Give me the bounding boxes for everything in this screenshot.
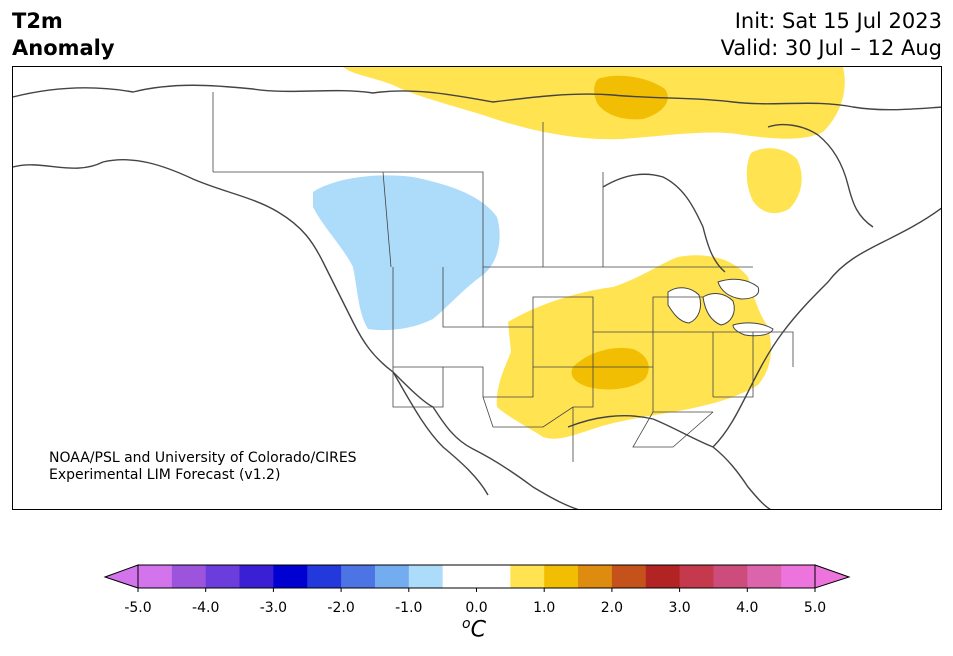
map-panel: [12, 66, 942, 510]
colorbar-swatch: [138, 565, 173, 588]
init-date: Init: Sat 15 Jul 2023: [734, 9, 942, 33]
colorbar-tick-label: -1.0: [395, 600, 422, 616]
map-title: T2m Anomaly: [12, 8, 115, 62]
valid-date: Valid: 30 Jul – 12 Aug: [720, 36, 942, 60]
attribution-line-1: NOAA/PSL and University of Colorado/CIRE…: [49, 450, 357, 466]
colorbar-swatch: [476, 565, 511, 588]
attribution-line-2: Experimental LIM Forecast (v1.2): [49, 467, 281, 483]
colorbar-swatch: [544, 565, 579, 588]
colorbar-swatch: [273, 565, 308, 588]
colorbar-swatch: [341, 565, 376, 588]
anomaly-region-hudson-warm-core: [594, 75, 668, 120]
map-canvas: [13, 67, 941, 509]
colorbar-swatch: [713, 565, 748, 588]
colorbar-swatch: [239, 565, 274, 588]
colorbar-under-triangle: [103, 564, 139, 589]
colorbar-tick-label: -5.0: [124, 600, 151, 616]
colorbar-tick-label: 4.0: [736, 600, 758, 616]
great-lakes: [667, 278, 774, 337]
forecast-dates: Init: Sat 15 Jul 2023 Valid: 30 Jul – 12…: [721, 8, 942, 62]
colorbar-tick-label: -3.0: [260, 600, 287, 616]
colorbar-swatch: [781, 565, 816, 588]
colorbar-swatch: [611, 565, 647, 588]
colorbar-tick-label: 1.0: [533, 600, 555, 616]
political-boundaries: [212, 92, 794, 462]
anomaly-region-central-us-warm-core: [571, 347, 649, 390]
colorbar-unit-degree: o: [462, 616, 471, 632]
colorbar-swatch: [374, 565, 410, 588]
colorbar-swatch: [578, 565, 613, 588]
colorbar-tick-label: 2.0: [601, 600, 623, 616]
colorbar-swatch: [205, 565, 241, 588]
colorbar-swatch: [510, 565, 545, 588]
title-line-2: Anomaly: [12, 36, 115, 60]
colorbar-ticks: -5.0 -4.0 -3.0 -2.0 -1.0 0.0 1.0 2.0 3.0 4.0 5.0: [124, 588, 826, 616]
anomaly-region-central-us-warm: [496, 255, 771, 439]
coastlines: [13, 84, 941, 509]
colorbar-tick-label: 3.0: [668, 600, 690, 616]
colorbar-swatch: [679, 565, 715, 588]
colorbar-over-triangle: [814, 564, 851, 589]
anomaly-region-labrador-warm: [746, 148, 802, 214]
colorbar-unit-letter: C: [470, 617, 486, 643]
colorbar-swatch: [442, 565, 478, 588]
anomaly-region-northwest-cool: [313, 175, 500, 331]
title-line-1: T2m: [12, 9, 63, 33]
colorbar-swatch: [171, 565, 207, 588]
attribution: NOAA/PSL and University of Colorado/CIRE…: [49, 450, 357, 484]
colorbar-swatch: [408, 565, 444, 588]
colorbar-swatch: [645, 565, 681, 588]
anomaly-region-canadian-arctic-warm: [343, 67, 845, 140]
colorbar-tick-label: -2.0: [327, 600, 354, 616]
colorbar-tick-label: 0.0: [465, 600, 487, 616]
colorbar-tick-label: 5.0: [804, 600, 826, 616]
colorbar-swatch: [307, 565, 342, 588]
colorbar-swatch: [747, 565, 782, 588]
colorbar-swatches: [138, 565, 816, 588]
colorbar-tick-label: -4.0: [192, 600, 219, 616]
colorbar-unit-label: oC: [462, 616, 486, 642]
